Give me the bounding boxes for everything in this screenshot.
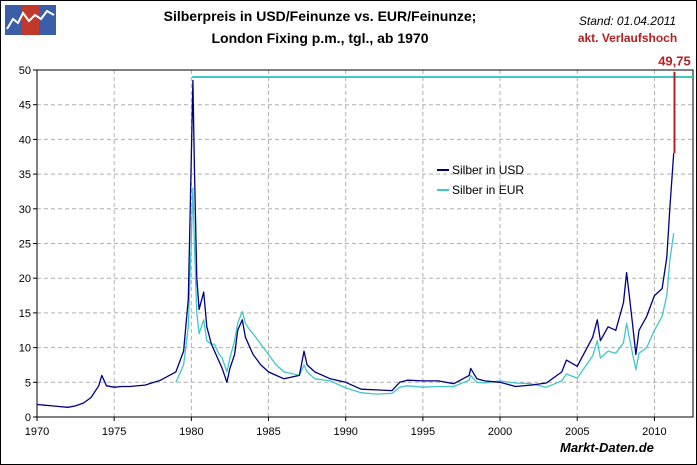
y-tick-label: 20 — [19, 273, 31, 285]
y-tick-label: 25 — [19, 239, 31, 251]
verlaufshoch-label: akt. Verlaufshoch — [577, 31, 678, 45]
y-tick-label: 50 — [19, 65, 31, 77]
x-tick-label: 2005 — [565, 426, 589, 438]
y-tick-label: 10 — [19, 343, 31, 355]
legend-label: Silber in EUR — [452, 183, 524, 197]
legend: Silber in USD Silber in EUR — [437, 163, 524, 197]
axis-layer: 0 5 10 15 20 25 30 35 40 45 50 1970 1975 1980 1985 1990… — [19, 65, 667, 438]
logo — [5, 5, 56, 35]
eur-series-line — [175, 187, 675, 395]
y-tick-label: 5 — [25, 377, 31, 389]
chart-title-line2: London Fixing p.m., tgl., ab 1970 — [211, 30, 429, 46]
y-tick-label: 40 — [19, 134, 31, 146]
series-layer: 49,75 — [36, 54, 693, 408]
x-tick-label: 1995 — [411, 426, 435, 438]
x-tick-label: 1990 — [333, 426, 357, 438]
x-tick-label: 1970 — [25, 426, 49, 438]
y-tick-label: 35 — [19, 169, 31, 181]
legend-label: Silber in USD — [452, 163, 524, 177]
y-tick-label: 30 — [19, 204, 31, 216]
x-tick-label: 1980 — [179, 426, 203, 438]
chart-title-line1: Silberpreis in USD/Feinunze vs. EUR/Fein… — [163, 8, 477, 24]
x-tick-label: 2010 — [642, 426, 666, 438]
logo-panel-blue-right — [39, 5, 56, 35]
stand-date: Stand: 01.04.2011 — [578, 14, 677, 28]
y-tick-label: 0 — [25, 412, 31, 424]
y-tick-label: 45 — [19, 100, 31, 112]
brand-label: Markt-Daten.de — [560, 440, 654, 455]
x-tick-label: 2000 — [488, 426, 512, 438]
grid-layer — [37, 70, 693, 417]
y-tick-label: 15 — [19, 308, 31, 320]
x-tick-label: 1985 — [256, 426, 280, 438]
logo-line-icon — [6, 9, 55, 30]
usd-series-line — [36, 79, 675, 408]
x-tick-label: 1975 — [102, 426, 126, 438]
peak-value-label: 49,75 — [658, 54, 691, 69]
